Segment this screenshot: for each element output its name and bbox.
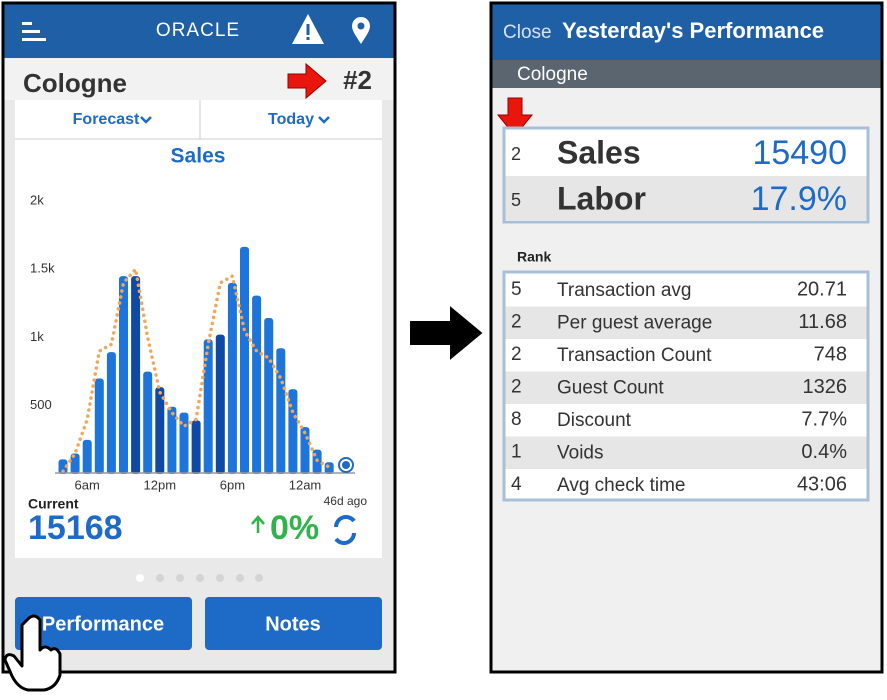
bar [70,453,80,474]
summary-label: Sales [557,134,641,170]
bar [58,459,68,474]
pager [136,574,263,582]
forecast-line [61,265,331,474]
tab-today[interactable]: Today [268,111,314,128]
current-label: Current [28,496,79,512]
row-rank: 2 [511,312,522,333]
bar [300,427,310,474]
row-rank: 2 [511,377,522,398]
bar [203,339,213,474]
left-header [4,4,394,59]
bar [191,420,201,474]
rank: #2 [343,65,372,95]
bar [94,378,104,474]
row-rank: 4 [511,474,522,495]
bar [288,389,298,474]
x-tick-label: 12am [289,477,322,492]
summary-value: 15490 [752,134,847,172]
change: 0% [270,509,319,547]
current-value: 15168 [28,509,123,547]
row-value: 1326 [803,376,848,398]
row-label: Guest Count [557,378,664,399]
bar [131,276,141,474]
bar [324,462,334,474]
close-button[interactable]: Close [503,22,552,43]
bar [106,352,116,474]
row-label: Avg check time [557,475,685,496]
row-value: 748 [814,343,847,365]
row-value: 20.71 [797,278,847,300]
bar [276,348,286,474]
row-bg [505,306,867,339]
refresh-icon[interactable] [334,515,356,545]
x-tick-label: 6pm [220,477,245,492]
row-rank: 8 [511,409,522,430]
summary-rank: 2 [511,144,521,164]
bar [215,334,225,474]
chart-title: Sales [171,145,226,168]
x-tick-label: 6am [75,477,100,492]
bar [143,371,153,474]
location-bar: Cologne [517,64,588,85]
row-label: Voids [557,443,603,464]
row-label: Per guest average [557,313,712,334]
bar [119,276,128,474]
age: 46d ago [324,494,368,508]
notes-button[interactable] [205,597,382,650]
x-tick-label: 12pm [144,477,177,492]
bar [167,406,177,474]
y-tick-label: 500 [30,397,52,412]
row-label: Transaction Count [557,345,712,366]
row-value: 0.4% [801,441,847,463]
bar [264,317,274,474]
row-rank: 5 [511,279,522,300]
row-value: 43:06 [797,473,847,495]
chart: 500 1k 1.5k 2k 6am 12pm 6pm 12am [30,192,334,492]
rank-header: Rank [517,249,551,265]
red-arrow [287,62,327,100]
bar [155,387,165,474]
row-rank: 1 [511,442,522,463]
row-value: 7.7% [801,408,847,430]
hand-cursor [3,614,62,692]
bar [227,282,237,474]
row-bg [505,176,867,221]
bar [179,412,189,474]
right-header [492,4,881,61]
row-bg [505,436,867,469]
summary-rank: 5 [511,190,521,210]
red-arrow [496,97,534,137]
y-tick-label: 1k [30,329,44,344]
y-tick-label: 2k [30,192,44,207]
y-tick-label: 1.5k [30,261,55,276]
row-label: Discount [557,410,632,431]
location: Cologne [23,68,127,98]
row-bg [505,371,867,404]
bar [240,246,249,474]
tab-forecast[interactable]: Forecast [73,111,140,128]
summary-label: Labor [557,180,646,216]
bar [252,295,262,474]
bar [82,439,92,474]
screen-title: Yesterday's Performance [562,18,824,43]
performance-button[interactable] [15,597,192,650]
row-value: 11.68 [798,311,847,333]
notes-label[interactable]: Notes [265,613,321,635]
logo: ORACLE [156,20,240,41]
row-label: Transaction avg [557,280,691,301]
performance-label[interactable]: Performance [42,613,164,635]
summary-value: 17.9% [751,180,847,218]
menu-icon[interactable] [22,22,46,41]
row-rank: 2 [511,344,522,365]
chart-card [15,100,382,558]
location-icon[interactable] [352,17,370,44]
flow-arrow [408,301,486,365]
